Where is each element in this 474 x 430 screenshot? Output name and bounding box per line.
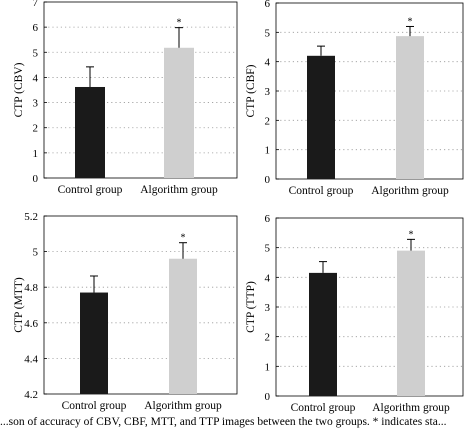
chart-panel-mtt: 4.2 4.4 4.6 4.8 5 5.2 CTP (MTT) Control group * A… [13, 211, 238, 412]
plot-frame [43, 215, 238, 395]
y-tick-label: 7 [33, 0, 39, 9]
bar-algorithm [169, 258, 197, 394]
y-tick-label: 5 [265, 27, 271, 39]
y-tick-label: 2 [265, 115, 271, 127]
figure-caption: ...son of accuracy of CBV, CBF, MTT, and… [0, 416, 447, 428]
y-tick-label: 4 [265, 57, 271, 69]
chart-panel-ttp: 0 1 2 3 4 5 6 CTP (TTP) Control group * Algorithm … [245, 213, 464, 414]
x-category-label-control: Control group [62, 400, 127, 412]
y-tick-label: 6 [265, 213, 271, 225]
chart-panel-cbv: 0 1 2 3 4 5 6 7 CTP (CBV) Control group * Algorithm… [13, 0, 238, 196]
x-category-label-control: Control group [291, 402, 356, 414]
y-tick-label: 4.8 [24, 282, 38, 294]
x-category-label-algorithm: Algorithm group [371, 185, 449, 197]
y-tick-label: 5 [33, 247, 39, 259]
y-tick-label: 5.2 [24, 211, 38, 223]
x-category-label-algorithm: Algorithm group [144, 400, 222, 412]
bar-algorithm [397, 250, 425, 396]
bar-algorithm [164, 47, 194, 179]
bar-algorithm [396, 36, 424, 179]
y-tick-label: 5 [265, 243, 271, 255]
bar-control [307, 55, 335, 179]
x-category-label-algorithm: Algorithm group [372, 402, 450, 414]
y-tick-label: 2 [265, 332, 271, 344]
significance-marker: * [409, 229, 414, 240]
x-category-label-control: Control group [289, 185, 354, 197]
plot-frame [43, 1, 238, 179]
y-tick-label: 4.6 [24, 318, 38, 330]
y-tick-label: 6 [33, 22, 39, 34]
y-tick-label: 0 [33, 173, 39, 185]
bar-control [75, 86, 105, 178]
x-category-label-control: Control group [58, 184, 123, 196]
y-tick-label: 6 [265, 0, 271, 10]
y-axis-label: CTP (CBF) [245, 64, 257, 117]
y-tick-label: 5 [33, 47, 39, 59]
y-tick-label: 3 [33, 98, 39, 110]
y-tick-label: 4 [33, 72, 39, 84]
y-tick-label: 1 [265, 145, 271, 157]
significance-marker: * [408, 16, 413, 27]
y-axis-label: CTP (TTP) [245, 281, 257, 333]
y-tick-label: 4 [265, 272, 271, 284]
chart-panel-cbf: 0 1 2 3 4 5 6 CTP (CBF) Control group * Algorithm … [245, 0, 464, 197]
y-tick-label: 3 [265, 86, 271, 98]
y-axis-label: CTP (CBV) [13, 62, 25, 117]
y-tick-label: 0 [265, 391, 271, 403]
bar-control [80, 292, 108, 394]
y-tick-label: 0 [265, 174, 271, 186]
y-tick-label: 2 [33, 123, 39, 135]
y-axis-label: CTP (MTT) [13, 277, 25, 333]
bar-control [309, 272, 337, 396]
y-tick-label: 4.2 [24, 389, 38, 401]
y-tick-label: 1 [265, 361, 271, 373]
significance-marker: * [181, 233, 186, 244]
x-category-label-algorithm: Algorithm group [140, 184, 218, 196]
y-tick-label: 3 [265, 302, 271, 314]
y-tick-label: 1 [33, 148, 39, 160]
y-tick-label: 4.4 [24, 353, 38, 365]
significance-marker: * [177, 18, 182, 29]
